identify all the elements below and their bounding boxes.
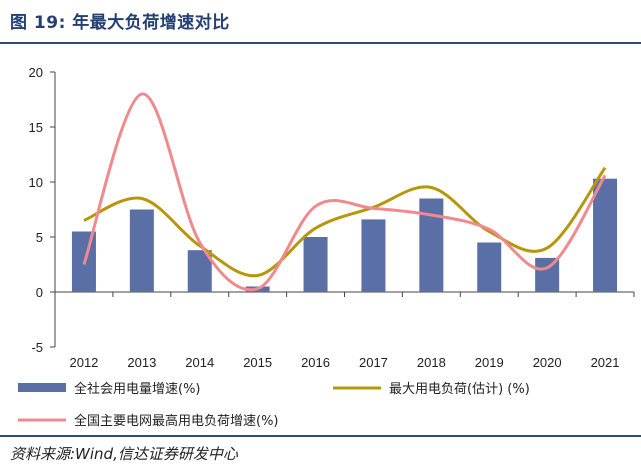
bar-power-consumption-2017 — [361, 219, 386, 292]
line-grid-peak-load — [82, 92, 607, 292]
x-tick-label: 2018 — [417, 355, 446, 370]
y-tick-label: 5 — [36, 230, 43, 245]
bar-power-consumption-2013 — [129, 209, 154, 292]
bar-power-consumption-2021 — [593, 178, 618, 292]
footer-rule — [0, 435, 641, 437]
x-tick-label: 2014 — [185, 355, 214, 370]
y-tick-label: 10 — [29, 175, 43, 190]
x-tick-label: 2020 — [533, 355, 562, 370]
line-series — [82, 92, 607, 292]
bar-power-consumption-2016 — [303, 237, 328, 292]
x-tick-label: 2017 — [359, 355, 388, 370]
legend: 全社会用电量增速(%) 最大用电负荷(估计) (%) 全国主要电网最高用电负荷增速(… — [18, 381, 530, 429]
legend-item-max-load: 最大用电负荷(估计) (%) — [389, 382, 530, 397]
bar-series — [71, 178, 618, 292]
legend-item-grid-peak-load: 全国主要电网最高用电负荷增速(%) — [74, 413, 279, 429]
x-tick-label: 2013 — [127, 355, 156, 370]
figure-title: 图 19: 年最大负荷增速对比 — [10, 13, 230, 33]
x-tick-label: 2019 — [475, 355, 504, 370]
x-tick-label: 2021 — [591, 355, 620, 370]
y-tick-label: 15 — [29, 120, 43, 135]
line-max-load — [83, 166, 607, 278]
y-tick-label: 0 — [36, 285, 43, 300]
legend-swatch-bar — [18, 383, 66, 392]
y-tick-label: -5 — [31, 340, 43, 355]
x-tick-label: 2015 — [243, 355, 272, 370]
legend-item-power-consumption: 全社会用电量增速(%) — [74, 381, 201, 397]
x-tick-label: 2012 — [69, 355, 98, 370]
source-note: 资料来源:Wind,信达证券研发中心 — [10, 445, 238, 463]
figure-header: 图 19: 年最大负荷增速对比 — [0, 0, 641, 44]
bar-power-consumption-2019 — [477, 242, 502, 292]
x-tick-label: 2016 — [301, 355, 330, 370]
y-tick-label: 20 — [29, 65, 43, 80]
